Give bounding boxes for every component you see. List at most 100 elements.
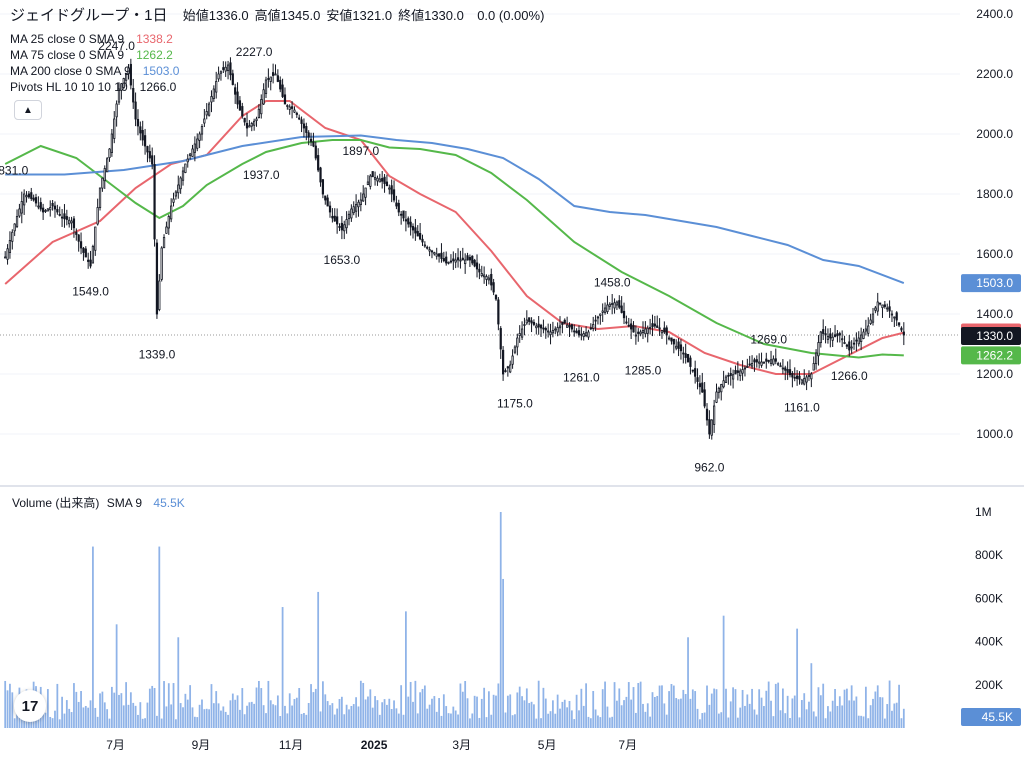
candle-body (762, 361, 766, 364)
volume-bar (741, 689, 744, 728)
candle-body (63, 213, 66, 220)
volume-bar (222, 706, 225, 728)
candle-body (174, 191, 178, 197)
volume-bar (518, 686, 521, 728)
candle-body (20, 201, 23, 214)
volume-bar (829, 711, 832, 728)
candle-body (494, 294, 498, 300)
candle-body (4, 256, 7, 259)
candle-body (229, 62, 232, 76)
candle-body (603, 307, 607, 313)
price-tick-label: 1400.0 (976, 307, 1013, 321)
candle-body (350, 208, 353, 219)
volume-bar (215, 691, 218, 728)
candle-body (860, 334, 863, 342)
candle-body (369, 175, 372, 187)
indicator-label: MA 200 close 0 SMA 9 (10, 64, 131, 78)
candle-body (129, 63, 132, 86)
candle-body (784, 367, 787, 371)
volume-bar (727, 717, 730, 728)
volume-bar (876, 685, 879, 728)
candle-body (871, 313, 875, 323)
candle-body (234, 87, 237, 95)
volume-bar (203, 709, 206, 728)
volume-bar (84, 705, 87, 728)
volume-bar (815, 716, 817, 728)
candle-body (134, 101, 137, 120)
volume-bar (613, 682, 616, 728)
indicator-row[interactable]: MA 200 close 0 SMA 9 1503.0 (10, 63, 179, 79)
volume-bar (115, 624, 118, 728)
candle-body (824, 333, 827, 336)
volume-bar (11, 692, 14, 728)
volume-bar (291, 705, 293, 728)
candle-body (34, 197, 38, 204)
volume-bar (713, 688, 716, 728)
volume-bar (772, 716, 775, 728)
volume-bar (537, 680, 540, 728)
candle-body (589, 327, 592, 330)
volume-bar (241, 688, 244, 728)
volume-bar (108, 718, 111, 728)
price-badge-bg (961, 274, 1021, 293)
indicator-row[interactable]: MA 75 close 0 SMA 9 1262.2 (10, 47, 179, 63)
price-badge-bg (961, 346, 1021, 365)
candle-body (324, 195, 327, 201)
volume-bar (177, 637, 180, 728)
volume-bar (715, 689, 718, 728)
volume-bar (158, 546, 161, 728)
volume-bar (239, 709, 241, 728)
candle-body (37, 205, 40, 208)
volume-bar (490, 714, 493, 728)
volume-bar (281, 607, 284, 728)
indicator-row[interactable]: Pivots HL 10 10 10 10 1266.0 (10, 79, 179, 95)
volume-bar (487, 691, 490, 728)
candle-body (376, 177, 379, 182)
candle-body (222, 67, 225, 70)
volume-bar (708, 704, 711, 728)
candle-body (829, 333, 832, 339)
symbol-title[interactable]: ジェイドグループ・1日 (10, 7, 168, 24)
pivot-label: 1831.0 (0, 164, 29, 178)
time-tick-label: 11月 (279, 738, 303, 752)
candle-body (497, 299, 500, 325)
price-tick-label: 2200.0 (976, 67, 1013, 81)
candle-body (264, 79, 268, 94)
volume-bar (554, 713, 557, 728)
volume-bar (827, 706, 829, 728)
tradingview-logo-icon[interactable]: 17 (14, 690, 46, 722)
candle-body (575, 330, 578, 334)
candle-body (328, 205, 332, 213)
volume-bar (184, 693, 187, 728)
collapse-legend-button[interactable]: ▲ (14, 100, 42, 120)
candle-body (151, 155, 154, 165)
candle-body (682, 352, 685, 355)
candle-body (60, 216, 64, 219)
candle-body (58, 213, 61, 216)
candle-body (743, 367, 747, 370)
candle-body (684, 353, 687, 358)
candle-body (267, 78, 270, 80)
volume-bar (362, 682, 365, 728)
volume-bar (106, 709, 109, 728)
volume-bar (684, 694, 687, 728)
candle-body (132, 88, 135, 103)
candle-body (646, 327, 649, 334)
volume-bar (831, 700, 834, 728)
volume-bar (789, 718, 791, 728)
candle-body (423, 244, 426, 247)
candle-body (32, 197, 35, 201)
candle-body (539, 324, 543, 329)
candle-body (189, 153, 192, 156)
volume-bar (855, 696, 858, 728)
candle-body (445, 256, 448, 264)
volume-bar (663, 703, 666, 728)
candle-body (42, 207, 45, 213)
volume-bar (352, 704, 355, 728)
pivot-label: 1339.0 (139, 347, 176, 361)
candle-body (136, 118, 140, 127)
candle-body (606, 304, 609, 312)
candle-body (563, 319, 566, 324)
indicator-row[interactable]: MA 25 close 0 SMA 9 1338.2 (10, 31, 179, 47)
